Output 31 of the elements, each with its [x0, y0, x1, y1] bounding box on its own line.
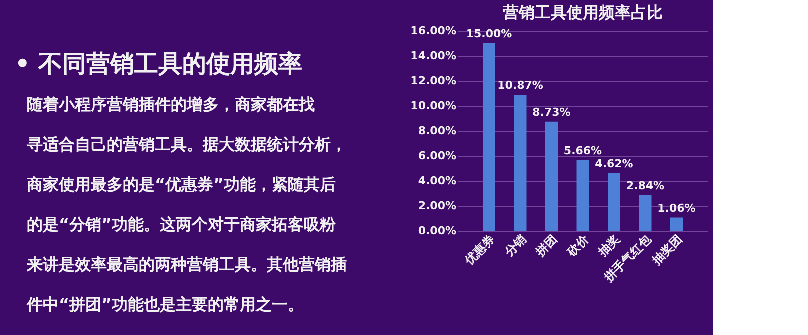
x-tick-label: 分销 [501, 232, 529, 260]
data-label: 8.73% [532, 106, 571, 119]
y-tick-label: 8.00% [418, 124, 456, 138]
bar [514, 95, 527, 231]
x-tick-label: 抽奖 [595, 232, 623, 260]
bar [670, 218, 683, 231]
data-label: 1.06% [658, 202, 696, 215]
y-tick-label: 6.00% [418, 150, 456, 162]
x-tick-label: 优惠券 [462, 231, 498, 268]
data-label: 4.62% [595, 157, 634, 170]
data-label: 10.87% [498, 79, 544, 92]
chart-title: 营销工具使用频率占比 [502, 3, 663, 22]
bar [639, 196, 652, 231]
data-label: 15.00% [466, 28, 512, 40]
y-tick-label: 2.00% [418, 200, 456, 212]
data-label: 5.66% [564, 144, 602, 158]
y-tick-label: 16.00% [410, 24, 456, 38]
y-tick-label: 14.00% [410, 50, 456, 62]
y-tick-label: 10.00% [410, 100, 456, 112]
text: 随着小程序营销插件的增多，商家都在找寻适合自己的营销工具。据大数据统计分析，商家使用最多的是“优惠券”功能，紧随其后的是“分销”功能。这两个对于商家拓客吸粉来讲是效率最高的两种营销工具。其他营销插件中“拼团”功能也是主要的常用之一。 [27, 95, 347, 314]
text: • 不同营销工具的使用频率 [15, 50, 303, 78]
x-tick-label: 拼团 [532, 232, 560, 260]
y-tick-label: 0.00% [418, 224, 456, 238]
bar [608, 173, 620, 231]
x-tick-label: 砍价 [564, 231, 592, 260]
bar [546, 122, 558, 231]
bar [576, 160, 590, 231]
data-label: 2.84% [626, 180, 665, 192]
bar [483, 44, 496, 231]
y-tick-label: 12.00% [410, 74, 456, 88]
y-tick-label: 4.00% [418, 174, 456, 188]
